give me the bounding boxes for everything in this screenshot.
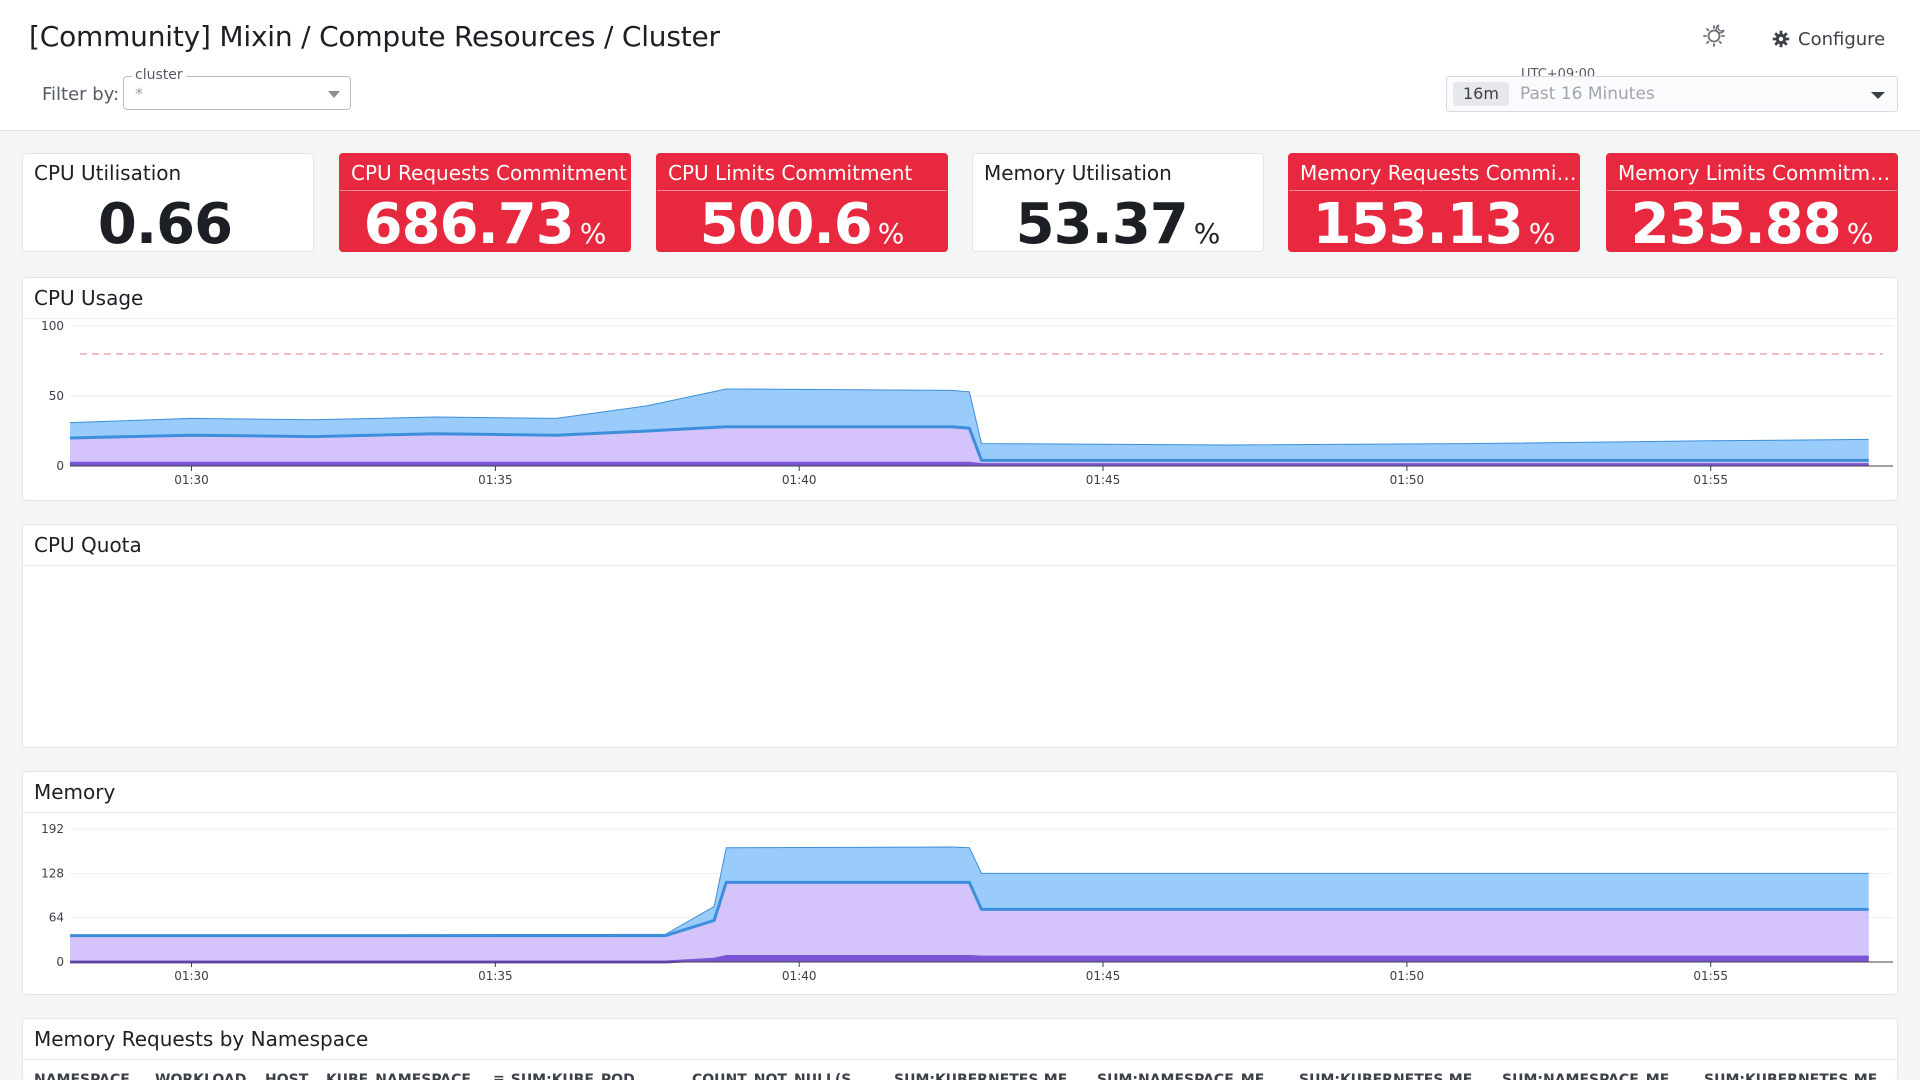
series-line-3	[70, 461, 1869, 467]
series-line-2	[70, 880, 1869, 938]
column-header-workload[interactable]: WORKLOAD	[155, 1072, 247, 1080]
column-header-sum-kubernetes-1[interactable]: SUM:KUBERNETES.ME	[894, 1072, 1068, 1080]
divider	[23, 812, 1897, 813]
stat-value: 686.73%	[340, 192, 630, 252]
stat-unit: %	[877, 217, 905, 250]
time-range-label: Past 16 Minutes	[1520, 84, 1655, 104]
stat-number: 686.73	[363, 192, 575, 252]
chevron-down-icon	[328, 91, 340, 98]
x-tick-label: 01:35	[478, 473, 513, 487]
stat-memory-limits-commitment[interactable]: Memory Limits Commitment 235.88%	[1606, 153, 1898, 252]
stat-unit: %	[1528, 217, 1556, 250]
y-tick-label: 50	[49, 389, 64, 403]
stat-title: CPU Requests Commitment	[340, 161, 630, 191]
panel-memory[interactable]: Memory 0 64 128 192 01:30 01:35 01:40 01:45 01:5…	[22, 771, 1898, 995]
configure-button[interactable]: Configure	[1772, 24, 1885, 54]
panel-title: Memory	[34, 780, 116, 804]
y-tick-label: 192	[41, 822, 64, 836]
column-header-sum-kubernetes-3[interactable]: SUM:KUBERNETES.ME	[1704, 1072, 1878, 1080]
divider	[23, 1059, 1897, 1060]
x-tick-label: 01:40	[782, 969, 817, 983]
x-tick-label: 01:30	[174, 969, 209, 983]
stat-unit: %	[1846, 217, 1874, 250]
sun-moon-icon	[1703, 24, 1725, 47]
panel-title: CPU Quota	[34, 533, 142, 557]
cluster-filter-value: *	[135, 84, 143, 103]
column-header-sum-namespace-2[interactable]: SUM:NAMESPACE_ME	[1502, 1072, 1670, 1080]
panel-cpu-usage[interactable]: CPU Usage 0 50 100 01:30 01:35 01:40 01:45 01:5…	[22, 277, 1898, 501]
y-tick-label: 100	[41, 319, 64, 333]
panel-title: CPU Usage	[34, 286, 144, 310]
theme-toggle-button[interactable]	[1698, 18, 1732, 52]
divider	[23, 565, 1897, 566]
x-tick-label: 01:45	[1086, 969, 1121, 983]
stat-unit: %	[579, 217, 607, 250]
stat-cpu-requests-commitment[interactable]: CPU Requests Commitment 686.73%	[339, 153, 631, 252]
stat-title: Memory Requests Commit...	[1289, 161, 1579, 191]
stat-value: 153.13%	[1289, 192, 1579, 252]
stat-title: Memory Limits Commitment	[1607, 161, 1897, 191]
x-tick-label: 01:35	[478, 969, 513, 983]
table-header: NAMESPACE WORKLOAD HOST KUBE_NAMESPACE ≡…	[23, 1072, 1897, 1080]
stat-title: CPU Limits Commitment	[657, 161, 947, 191]
cpu-usage-chart[interactable]: 0 50 100 01:30 01:35 01:40 01:45 01:50 01:55	[23, 278, 1898, 501]
stat-memory-requests-commitment[interactable]: Memory Requests Commit... 153.13%	[1288, 153, 1580, 252]
column-header-kube-namespace[interactable]: KUBE_NAMESPACE	[326, 1072, 471, 1080]
cluster-filter-label: cluster	[132, 67, 186, 83]
stat-number: 235.88	[1630, 192, 1842, 252]
sort-descending-icon: ≡	[493, 1072, 505, 1080]
page-title: [Community] Mixin / Compute Resources / …	[29, 20, 720, 53]
stat-cpu-limits-commitment[interactable]: CPU Limits Commitment 500.6%	[656, 153, 948, 252]
panel-title: Memory Requests by Namespace	[34, 1027, 369, 1051]
y-tick-label: 0	[56, 459, 64, 473]
x-tick-label: 01:50	[1390, 473, 1425, 487]
y-tick-label: 0	[56, 955, 64, 969]
divider	[23, 318, 1897, 319]
dashboard-header: [Community] Mixin / Compute Resources / …	[0, 0, 1920, 131]
stat-memory-utilisation[interactable]: Memory Utilisation 53.37%	[972, 153, 1264, 252]
time-range-picker[interactable]: 16m Past 16 Minutes	[1446, 76, 1898, 112]
series-area-2	[70, 426, 1869, 466]
panel-memory-requests-by-namespace: Memory Requests by Namespace NAMESPACE W…	[22, 1018, 1898, 1080]
configure-label: Configure	[1798, 28, 1886, 50]
y-tick-label: 128	[41, 866, 64, 880]
column-header-count-not-null[interactable]: COUNT_NOT_NULL(S	[692, 1072, 852, 1080]
column-header-sum-namespace-1[interactable]: SUM:NAMESPACE_ME	[1097, 1072, 1265, 1080]
stat-unit: %	[1193, 217, 1221, 250]
x-tick-label: 01:55	[1693, 969, 1728, 983]
stat-title: CPU Utilisation	[34, 161, 182, 185]
stat-title: Memory Utilisation	[984, 161, 1172, 185]
series-area-2	[70, 882, 1869, 962]
stat-number: 0.66	[97, 192, 233, 252]
stat-number: 500.6	[699, 192, 873, 252]
series-line-1	[69, 846, 1869, 937]
gear-icon	[1772, 30, 1790, 48]
column-header-label: SUM:KUBE_POD	[510, 1072, 635, 1080]
x-tick-label: 01:40	[782, 473, 817, 487]
series-line-1	[69, 388, 1869, 446]
stat-value: 53.37%	[973, 192, 1263, 252]
memory-chart[interactable]: 0 64 128 192 01:30 01:35 01:40 01:45 01:50 01:55	[23, 772, 1898, 995]
stat-cpu-utilisation[interactable]: CPU Utilisation 0.66	[22, 153, 314, 252]
chevron-down-icon	[1871, 92, 1885, 99]
column-header-namespace[interactable]: NAMESPACE	[34, 1072, 130, 1080]
time-range-badge: 16m	[1453, 82, 1509, 106]
x-tick-label: 01:45	[1086, 473, 1121, 487]
column-header-host[interactable]: HOST	[265, 1072, 309, 1080]
stat-number: 53.37	[1015, 192, 1189, 252]
cluster-filter-select[interactable]: cluster *	[123, 67, 351, 110]
panel-cpu-quota[interactable]: CPU Quota	[22, 524, 1898, 748]
column-header-sum-kubernetes-2[interactable]: SUM:KUBERNETES.ME	[1299, 1072, 1473, 1080]
x-tick-label: 01:50	[1390, 969, 1425, 983]
column-header-sum-kube-pod[interactable]: ≡ SUM:KUBE_POD	[493, 1072, 635, 1080]
stat-value: 500.6%	[657, 192, 947, 252]
stat-number: 153.13	[1312, 192, 1524, 252]
stat-value: 0.66	[23, 192, 313, 252]
x-tick-label: 01:30	[174, 473, 209, 487]
filter-label: Filter by:	[42, 84, 120, 105]
y-tick-label: 64	[49, 911, 64, 925]
stat-value: 235.88%	[1607, 192, 1897, 252]
series-line-2	[69, 425, 1869, 462]
x-tick-label: 01:55	[1693, 473, 1728, 487]
